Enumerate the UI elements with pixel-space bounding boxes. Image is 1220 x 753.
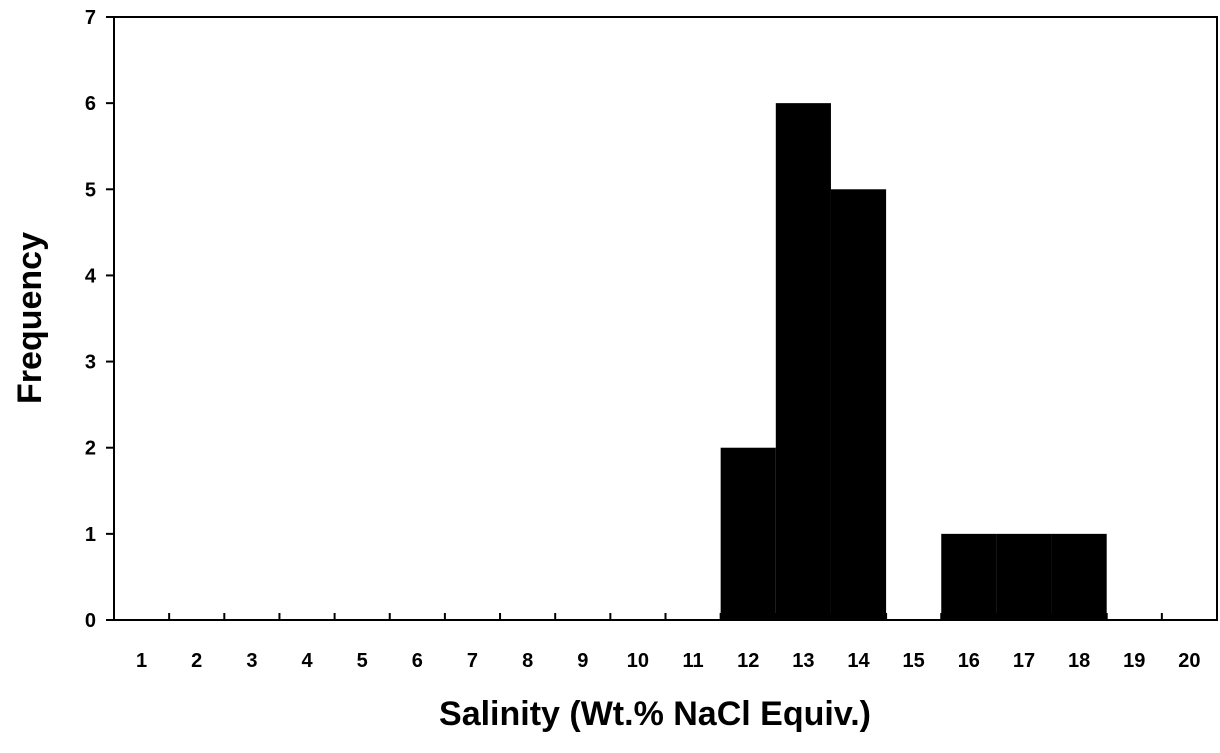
bar-18	[1051, 533, 1107, 620]
x-tick-label: 5	[357, 650, 368, 672]
y-tick-label: 7	[85, 7, 96, 29]
bar-12	[720, 447, 776, 620]
x-tick-label: 10	[627, 650, 649, 672]
y-axis-title: Frequency	[11, 232, 49, 404]
x-tick-label: 1	[136, 650, 147, 672]
x-axis-ticks: 1 2 3 4 5 6 7 8 9 10 11 12 13 14 15 16 17 18 19 20	[136, 613, 1201, 672]
x-tick-label: 6	[412, 650, 423, 672]
plot-area	[113, 16, 1218, 621]
x-tick-label: 12	[737, 650, 759, 672]
x-tick-label: 11	[682, 650, 703, 672]
x-tick-label: 18	[1068, 650, 1090, 672]
x-tick-label: 7	[467, 650, 478, 672]
x-tick-label: 9	[577, 650, 588, 672]
y-tick-label: 2	[85, 438, 96, 460]
bar-16	[941, 533, 997, 620]
y-tick-label: 1	[85, 524, 96, 546]
x-tick-label: 2	[191, 650, 202, 672]
y-tick-label: 3	[85, 352, 96, 374]
bar-14	[830, 189, 887, 621]
x-tick-label: 15	[903, 650, 925, 672]
y-tick-label: 0	[85, 610, 96, 632]
x-tick-label: 14	[847, 650, 870, 672]
bar-group	[720, 103, 1107, 621]
x-tick-label: 16	[958, 650, 980, 672]
x-tick-label: 19	[1123, 650, 1145, 672]
x-tick-label: 20	[1178, 650, 1200, 672]
x-axis-title: Salinity (Wt.% NaCl Equiv.)	[439, 695, 871, 733]
y-tick-label: 4	[85, 265, 97, 287]
x-tick-label: 13	[792, 650, 814, 672]
y-tick-label: 5	[85, 179, 96, 201]
x-tick-label: 17	[1013, 650, 1035, 672]
x-tick-label: 8	[522, 650, 533, 672]
bar-17	[996, 533, 1052, 620]
x-tick-label: 4	[301, 650, 313, 672]
bar-13	[775, 103, 831, 620]
x-tick-label: 3	[246, 650, 257, 672]
y-tick-label: 6	[85, 93, 96, 115]
y-axis-ticks: 0 1 2 3 4 5 6 7	[85, 7, 114, 632]
